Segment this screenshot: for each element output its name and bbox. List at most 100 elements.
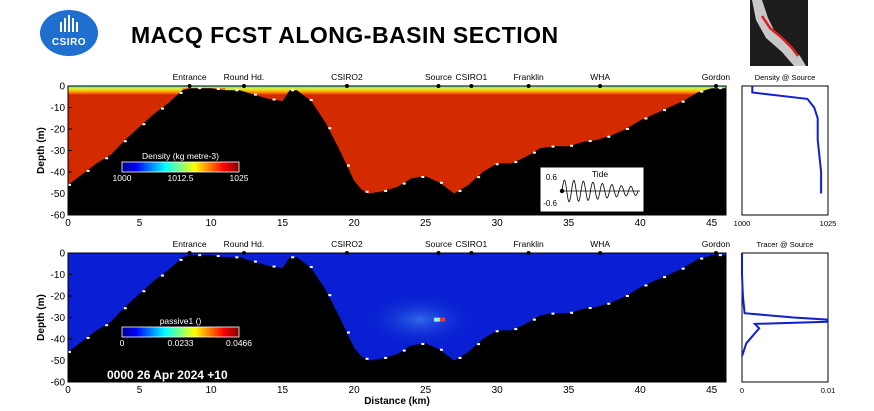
- station-label: Franklin: [513, 239, 544, 249]
- seabed-marker: [309, 265, 313, 268]
- seabed-marker: [532, 318, 536, 321]
- seabed-marker: [272, 265, 276, 268]
- seabed-marker: [291, 256, 295, 259]
- colorbar: [121, 161, 240, 173]
- tide-line: [561, 179, 639, 203]
- y-tick-label: -50: [51, 189, 66, 200]
- y-tick-label: -20: [51, 292, 66, 303]
- seabed-marker: [346, 164, 350, 167]
- station-marker: [526, 251, 531, 255]
- y-tick-label: -30: [51, 146, 66, 157]
- y-tick-label: 0: [59, 82, 65, 93]
- station-label: CSIRO1: [456, 239, 488, 249]
- seabed-marker: [235, 256, 239, 259]
- seabed-marker: [700, 257, 704, 260]
- seabed-marker: [216, 88, 220, 91]
- station-marker: [344, 251, 349, 255]
- y-tick-label: -50: [51, 356, 66, 367]
- seabed-marker: [625, 295, 629, 297]
- seabed-marker: [291, 89, 295, 92]
- tide-tick-label: -0.6: [543, 199, 557, 208]
- colorbar-tick-label: 0.0466: [226, 338, 252, 348]
- station-label: Source: [425, 239, 452, 249]
- station-label: Gordon: [702, 239, 731, 249]
- colorbar-tick-label: 1000: [113, 173, 132, 183]
- tracer-section: Entrance Round Hd. CSIRO2 Source CSIRO1 Frank…: [36, 239, 730, 407]
- profile-line: [741, 253, 829, 357]
- station-marker: [187, 84, 192, 88]
- y-tick-label: 0: [59, 249, 65, 260]
- seabed-marker: [142, 290, 146, 293]
- station-marker: [187, 251, 192, 255]
- seabed-marker: [718, 87, 722, 90]
- seabed-marker: [328, 127, 332, 130]
- tide-now-marker: [559, 188, 565, 194]
- station-marker: [436, 84, 441, 88]
- y-axis-label: Depth (m): [36, 127, 47, 174]
- seabed-marker: [495, 330, 499, 333]
- seabed-marker: [402, 349, 406, 352]
- seabed-marker: [644, 284, 648, 287]
- tracer-core: [433, 317, 440, 322]
- station-label: Entrance: [173, 239, 207, 249]
- seabed-marker: [551, 145, 555, 148]
- seabed-marker: [402, 182, 406, 185]
- seabed-marker: [198, 254, 202, 257]
- station-label: Round Hd.: [224, 72, 265, 82]
- station-label: CSIRO2: [331, 72, 363, 82]
- station-marker: [436, 251, 441, 255]
- seabed-marker: [105, 157, 109, 160]
- section-track: [760, 15, 799, 57]
- seabed-marker: [570, 311, 574, 314]
- x-tick-label: 35: [563, 218, 575, 229]
- seabed-marker: [625, 128, 629, 130]
- seabed-marker: [477, 176, 481, 179]
- colorbar-label: Density (kg metre-3): [142, 151, 219, 161]
- seabed-marker: [253, 93, 257, 96]
- station-marker: [469, 251, 474, 255]
- seabed-marker: [477, 343, 481, 346]
- seabed-marker: [514, 328, 518, 331]
- x-tick-label: 15: [277, 218, 289, 229]
- colorbar-tick-label: 0.0233: [168, 338, 194, 348]
- seabed-marker: [253, 260, 257, 263]
- x-tick-label: 0: [65, 218, 71, 229]
- station-label: Round Hd.: [224, 239, 265, 249]
- x-tick-label: 40: [635, 218, 647, 229]
- seabed-marker: [86, 336, 90, 339]
- density-profile: Density @ Source 1000 1025: [734, 73, 837, 228]
- seabed-marker: [216, 255, 220, 258]
- x-tick-label: 10: [205, 385, 217, 396]
- seabed-marker: [588, 307, 592, 310]
- seabed-marker: [384, 189, 388, 192]
- y-tick-label: -20: [51, 125, 66, 136]
- seabed-marker: [160, 107, 164, 110]
- seabed-marker: [142, 123, 146, 126]
- tide-title: Tide: [592, 169, 608, 179]
- station-marker: [598, 251, 603, 255]
- x-tick-label: 25: [420, 218, 432, 229]
- seabed-marker: [123, 307, 127, 310]
- x-tick-label: 20: [349, 218, 361, 229]
- station-label: CSIRO1: [456, 72, 488, 82]
- timestamp: 0000 26 Apr 2024 +10: [107, 368, 228, 382]
- seabed-marker: [458, 356, 462, 359]
- tracer-profile: Tracer @ Source 0 0.01: [740, 240, 835, 395]
- tracer-cloud: [364, 293, 475, 346]
- station-marker: [241, 84, 246, 88]
- y-tick-label: -10: [51, 270, 66, 281]
- station-marker: [713, 84, 718, 88]
- x-tick-label: 5: [137, 218, 143, 229]
- seabed-marker: [328, 294, 332, 297]
- profile-tick-label: 0: [740, 386, 744, 395]
- seabed-marker: [700, 90, 704, 93]
- seabed-marker: [663, 276, 667, 279]
- tide-inset: [539, 166, 645, 213]
- seabed-marker: [681, 100, 685, 103]
- y-tick-label: -60: [51, 378, 66, 389]
- x-tick-label: 10: [205, 218, 217, 229]
- seabed-marker: [123, 140, 127, 143]
- seabed-marker: [458, 189, 462, 192]
